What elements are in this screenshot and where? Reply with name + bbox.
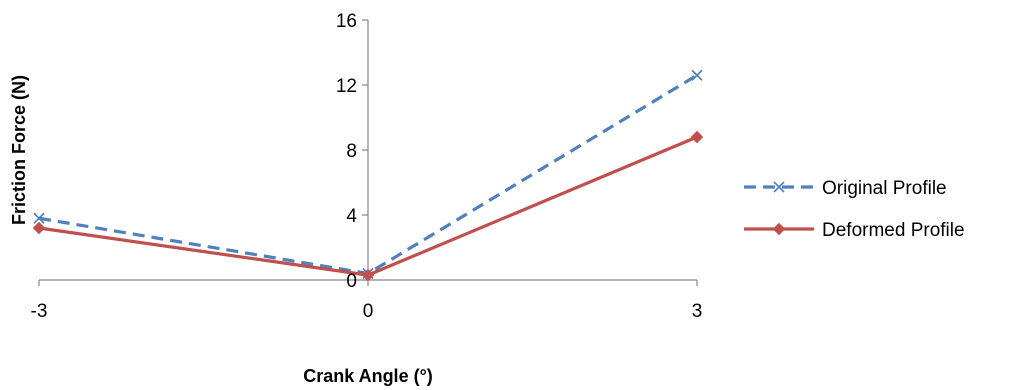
legend-label: Deformed Profile: [822, 220, 965, 241]
legend-marker: [772, 222, 786, 236]
axes: [38, 19, 698, 286]
x-axis-title: Crank Angle (°): [303, 366, 433, 386]
y-tick-label: 0: [346, 271, 357, 292]
x-tick-label: 3: [692, 301, 703, 322]
x-tick-label: 0: [363, 301, 374, 322]
y-tick-label: 12: [336, 76, 357, 97]
legend-label: Original Profile: [822, 178, 947, 199]
y-tick-label: 8: [346, 141, 357, 162]
x-tick-label: -3: [31, 301, 48, 322]
y-tick-label: 16: [336, 11, 357, 32]
data-point: [32, 221, 46, 235]
legend-marker: [773, 181, 785, 193]
data-point: [361, 268, 375, 282]
data-point: [691, 69, 703, 81]
marker-stroke: [691, 69, 703, 81]
y-axis-title: Friction Force (N): [9, 75, 29, 225]
legend: Original Profile Deformed Profile: [744, 178, 965, 241]
data-point: [33, 212, 45, 224]
y-tick-label: 4: [346, 206, 357, 227]
tick-labels: -3 0 3 0 4 8 12 16: [31, 11, 703, 322]
series-layer: [32, 69, 704, 282]
data-point: [690, 130, 704, 144]
marker-stroke: [773, 181, 785, 193]
marker-stroke: [33, 212, 45, 224]
